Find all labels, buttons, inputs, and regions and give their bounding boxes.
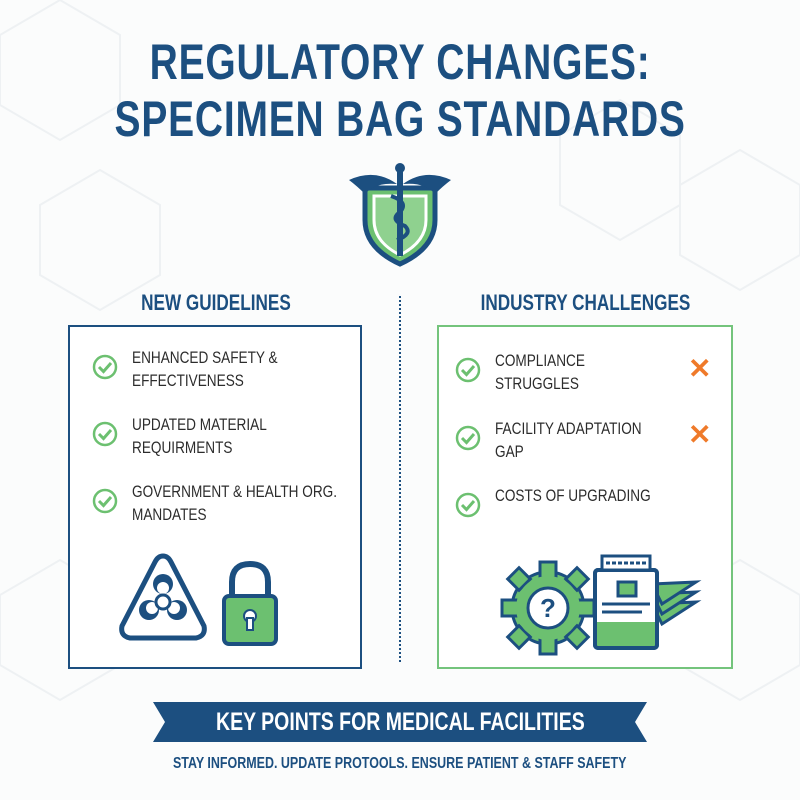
guideline-item: ENHANCED SAFETY & EFFECTIVENESS bbox=[92, 346, 392, 392]
guideline-item: UPDATED MATERIAL REQUIRMENTS bbox=[92, 413, 392, 459]
padlock-icon bbox=[222, 560, 278, 646]
new-guidelines-panel bbox=[68, 325, 362, 669]
divider bbox=[399, 296, 401, 662]
specimen-bag-icon bbox=[593, 554, 702, 650]
biohazard-icon bbox=[119, 553, 207, 641]
challenge-item: FACILITY ADAPTATION GAP bbox=[455, 417, 685, 463]
check-icon bbox=[455, 357, 481, 383]
challenge-item: COSTS OF UPGRADING bbox=[455, 484, 685, 518]
x-mark-icon: ✕ bbox=[688, 353, 712, 384]
check-icon bbox=[455, 425, 481, 451]
left-heading: NEW GUIDELINES bbox=[141, 290, 291, 315]
gear-question-icon: ? bbox=[500, 560, 596, 656]
caduceus-shield-icon bbox=[349, 163, 451, 267]
check-icon bbox=[92, 488, 118, 514]
subtitle: STAY INFORMED. UPDATE PROTOOLS. ENSURE P… bbox=[173, 755, 627, 772]
right-heading: INDUSTRY CHALLENGES bbox=[480, 290, 690, 315]
check-icon bbox=[92, 354, 118, 380]
banner-text: KEY POINTS FOR MEDICAL FACILITIES bbox=[215, 708, 585, 736]
svg-text:?: ? bbox=[540, 593, 556, 623]
challenge-item: COMPLIANCE STRUGGLES bbox=[455, 349, 685, 395]
check-icon bbox=[92, 421, 118, 447]
title-line-2: SPECIMEN BAG STANDARDS bbox=[114, 91, 686, 147]
guideline-item: GOVERNMENT & HEALTH ORG. MANDATES bbox=[92, 480, 392, 526]
title-line-1: REGULATORY CHANGES: bbox=[149, 34, 651, 90]
banner-ribbon bbox=[153, 702, 647, 742]
x-mark-icon: ✕ bbox=[688, 419, 712, 450]
check-icon bbox=[455, 492, 481, 518]
